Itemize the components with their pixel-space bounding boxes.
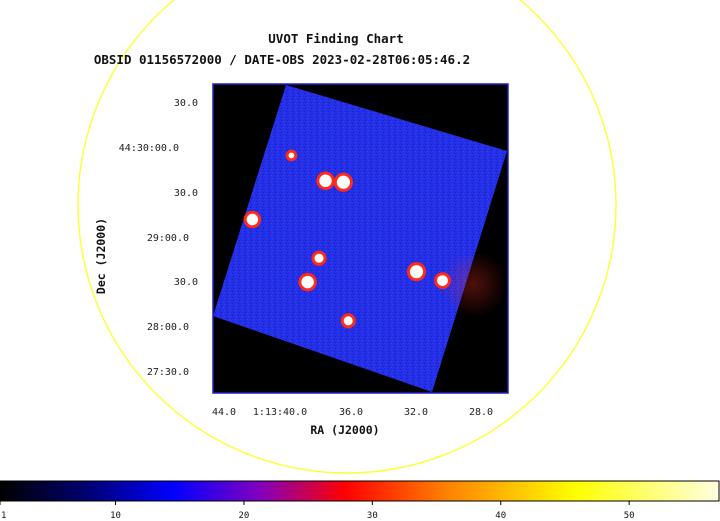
ra-ticks: 44.0 1:13:40.0 36.0 32.0 28.0 (212, 407, 493, 418)
source-core (336, 175, 350, 189)
dec-tick-label: 30.0 (174, 188, 198, 199)
source-star (340, 313, 356, 329)
dec-tick-label: 30.0 (174, 277, 198, 288)
source-core (301, 275, 314, 289)
source-star (406, 262, 427, 282)
dec-ticks: 30.0 44:30:00.0 30.0 29:00.0 30.0 28:00.… (119, 98, 198, 378)
colorbar-tick-label: 50 (624, 511, 635, 521)
dec-tick-label: 30.0 (174, 98, 198, 109)
colorbar-tick-label: 20 (239, 511, 250, 521)
source-layer (243, 149, 451, 329)
source-core (437, 275, 448, 287)
source-star (311, 250, 327, 266)
dec-tick-label: 27:30.0 (147, 367, 189, 378)
source-core (314, 253, 324, 263)
source-core (343, 316, 353, 326)
source-star (333, 172, 353, 192)
ra-tick-label: 1:13:40.0 (253, 407, 307, 418)
dec-tick-label: 44:30:00.0 (119, 143, 179, 154)
source-star (434, 272, 451, 290)
fov-circle (77, 0, 617, 474)
ra-tick-label: 36.0 (339, 407, 363, 418)
colorbar-gradient (0, 480, 720, 502)
colorbar-ticks: 1 10 20 30 40 50 (0, 501, 635, 521)
colorbar-tick-label: 1 (1, 511, 6, 521)
hot-corner (440, 250, 507, 318)
dec-tick-label: 29:00.0 (147, 233, 189, 244)
source-star (243, 210, 262, 229)
ra-tick-label: 28.0 (469, 407, 493, 418)
colorbar-tick-label: 10 (110, 511, 121, 521)
dec-tick-label: 28:00.0 (147, 322, 189, 333)
source-star (316, 171, 335, 191)
source-star (285, 149, 298, 162)
source-core (409, 265, 424, 279)
source-core (288, 152, 295, 159)
colorbar-tick-label: 30 (367, 511, 378, 521)
ra-tick-label: 32.0 (404, 407, 428, 418)
ra-tick-label: 44.0 (212, 407, 236, 418)
y-axis-label: Dec (J2000) (94, 218, 108, 294)
chart-title: UVOT Finding Chart (268, 31, 403, 46)
colorbar: 1 10 20 30 40 50 (0, 480, 720, 521)
image-panel (212, 83, 509, 394)
sky-exposure (213, 85, 507, 392)
source-star (298, 272, 317, 292)
image-frame (212, 83, 509, 394)
x-axis-label: RA (J2000) (310, 423, 379, 437)
source-core (246, 213, 259, 226)
source-core (319, 174, 332, 188)
colorbar-tick-label: 40 (495, 511, 506, 521)
chart-subtitle: OBSID 01156572000 / DATE-OBS 2023-02-28T… (94, 52, 470, 67)
